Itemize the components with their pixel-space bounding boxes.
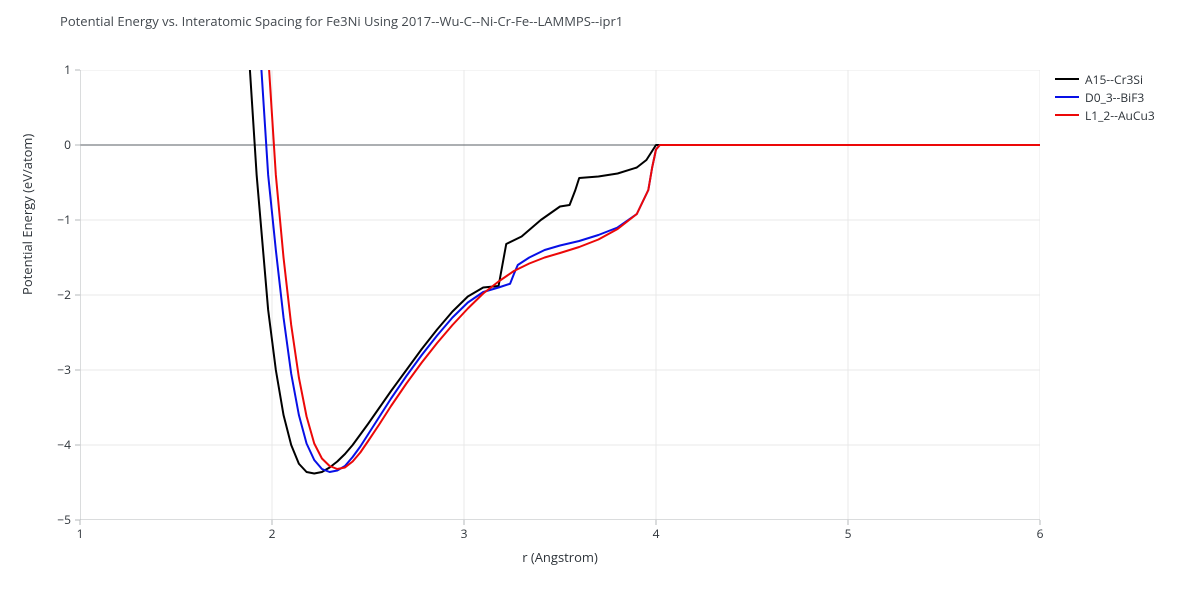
- y-axis-label: Potential Energy (eV/atom): [18, 134, 36, 295]
- svg-text:−4: −4: [57, 436, 71, 453]
- svg-text:5: 5: [845, 525, 852, 542]
- legend-item[interactable]: A15--Cr3Si: [1055, 70, 1155, 88]
- plot-svg: [80, 70, 1040, 520]
- svg-text:−3: −3: [57, 361, 71, 378]
- svg-text:6: 6: [1037, 525, 1044, 542]
- svg-text:1: 1: [77, 525, 84, 542]
- legend-swatch: [1055, 114, 1079, 116]
- svg-text:1: 1: [64, 61, 71, 78]
- svg-text:−5: −5: [57, 511, 71, 528]
- legend-swatch: [1055, 96, 1079, 98]
- svg-text:3: 3: [461, 525, 468, 542]
- svg-text:0: 0: [64, 136, 71, 153]
- svg-text:−1: −1: [57, 211, 71, 228]
- chart-title: Potential Energy vs. Interatomic Spacing…: [60, 12, 623, 30]
- legend-item[interactable]: L1_2--AuCu3: [1055, 106, 1155, 124]
- x-axis-label: r (Angstrom): [80, 548, 1040, 566]
- legend-item[interactable]: D0_3--BiF3: [1055, 88, 1155, 106]
- legend-label: D0_3--BiF3: [1085, 89, 1144, 106]
- plot-area[interactable]: [80, 70, 1040, 520]
- legend-label: L1_2--AuCu3: [1085, 107, 1155, 124]
- legend-label: A15--Cr3Si: [1085, 71, 1143, 88]
- legend[interactable]: A15--Cr3SiD0_3--BiF3L1_2--AuCu3: [1055, 70, 1155, 124]
- svg-text:4: 4: [653, 525, 660, 542]
- chart-container: Potential Energy vs. Interatomic Spacing…: [0, 0, 1200, 600]
- svg-text:−2: −2: [57, 286, 71, 303]
- svg-text:2: 2: [269, 525, 276, 542]
- legend-swatch: [1055, 78, 1079, 80]
